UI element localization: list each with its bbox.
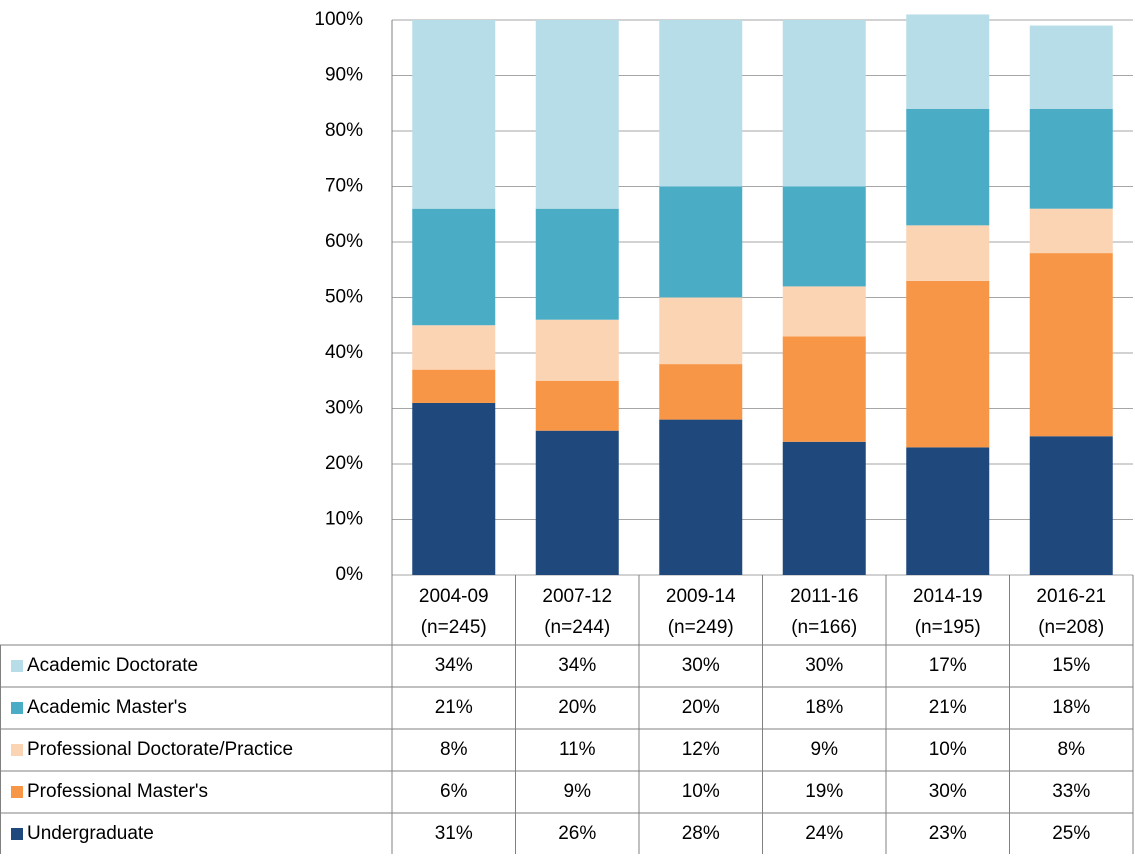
bar-segment — [412, 20, 496, 209]
table-value: 19% — [805, 781, 843, 802]
bar-segment — [535, 208, 619, 320]
table-value: 26% — [558, 823, 596, 844]
legend-label: Professional Doctorate/Practice — [27, 739, 293, 760]
bar-segment — [782, 20, 866, 187]
bar-segment — [906, 447, 990, 575]
legend-label: Academic Doctorate — [27, 655, 198, 676]
bar-segment — [412, 369, 496, 403]
bar-segment — [412, 325, 496, 370]
table-value: 34% — [558, 655, 596, 676]
table-value: 9% — [564, 781, 592, 802]
bar-segment — [412, 402, 496, 575]
table-value: 24% — [805, 823, 843, 844]
legend-swatch — [11, 744, 23, 756]
table-value: 33% — [1052, 781, 1090, 802]
table-value: 8% — [1058, 739, 1086, 760]
x-tick-label: 2016-21 — [1036, 586, 1106, 607]
bar-segment — [782, 186, 866, 287]
x-tick-sublabel: (n=195) — [915, 617, 981, 638]
y-tick-label: 30% — [325, 398, 363, 419]
bar-segment — [1029, 253, 1113, 437]
x-tick-label: 2004-09 — [419, 586, 489, 607]
table-value: 10% — [682, 781, 720, 802]
bar-segment — [1029, 436, 1113, 575]
bar-segment — [782, 441, 866, 575]
table-value: 21% — [435, 697, 473, 718]
bar-segment — [1029, 108, 1113, 209]
y-tick-label: 100% — [314, 9, 363, 30]
y-tick-label: 50% — [325, 287, 363, 308]
bar-segment — [659, 20, 743, 187]
table-value: 31% — [435, 823, 473, 844]
table-value: 9% — [811, 739, 839, 760]
legend-swatch — [11, 786, 23, 798]
table-value: 6% — [440, 781, 468, 802]
table-value: 34% — [435, 655, 473, 676]
bar-segment — [659, 419, 743, 575]
bar-segment — [906, 108, 990, 226]
y-tick-label: 10% — [325, 509, 363, 530]
bar-segment — [1029, 25, 1113, 109]
bar-segment — [659, 186, 743, 298]
bar-segment — [659, 364, 743, 420]
legend-label: Academic Master's — [27, 697, 187, 718]
legend-swatch — [11, 828, 23, 840]
table-value: 15% — [1052, 655, 1090, 676]
table-value: 18% — [1052, 697, 1090, 718]
bar-segment — [782, 286, 866, 337]
y-tick-label: 90% — [325, 65, 363, 86]
y-tick-label: 80% — [325, 120, 363, 141]
table-value: 12% — [682, 739, 720, 760]
bar-segment — [535, 20, 619, 209]
table-value: 25% — [1052, 823, 1090, 844]
bar-segment — [412, 208, 496, 326]
legend-swatch — [11, 660, 23, 672]
table-value: 23% — [929, 823, 967, 844]
bar-segment — [906, 14, 990, 109]
x-tick-label: 2007-12 — [542, 586, 612, 607]
bar-segment — [535, 319, 619, 381]
x-tick-sublabel: (n=208) — [1038, 617, 1104, 638]
x-tick-label: 2009-14 — [666, 586, 736, 607]
legend-label: Professional Master's — [27, 781, 208, 802]
bar-segment — [906, 225, 990, 281]
bar-segment — [906, 280, 990, 448]
x-tick-sublabel: (n=249) — [668, 617, 734, 638]
y-tick-label: 0% — [336, 564, 364, 585]
x-tick-label: 2011-16 — [790, 586, 858, 607]
table-value: 8% — [440, 739, 468, 760]
table-value: 28% — [682, 823, 720, 844]
table-value: 18% — [805, 697, 843, 718]
bar-segment — [535, 380, 619, 431]
bar-segment — [535, 430, 619, 575]
bar-segment — [782, 336, 866, 442]
bar-segment — [1029, 208, 1113, 254]
y-tick-label: 40% — [325, 342, 363, 363]
table-value: 10% — [929, 739, 967, 760]
table-value: 20% — [682, 697, 720, 718]
table-value: 11% — [559, 739, 596, 760]
table-value: 30% — [805, 655, 843, 676]
y-tick-label: 70% — [325, 176, 363, 197]
x-tick-sublabel: (n=166) — [791, 617, 857, 638]
legend-label: Undergraduate — [27, 823, 154, 844]
table-value: 21% — [929, 697, 967, 718]
table-value: 20% — [558, 697, 596, 718]
x-tick-sublabel: (n=244) — [544, 617, 610, 638]
x-tick-label: 2014-19 — [913, 586, 983, 607]
table-value: 30% — [929, 781, 967, 802]
legend-swatch — [11, 702, 23, 714]
bar-segment — [659, 297, 743, 365]
table-value: 17% — [929, 655, 967, 676]
table-value: 30% — [682, 655, 720, 676]
x-tick-sublabel: (n=245) — [421, 617, 487, 638]
y-tick-label: 60% — [325, 231, 363, 252]
y-tick-label: 20% — [325, 453, 363, 474]
